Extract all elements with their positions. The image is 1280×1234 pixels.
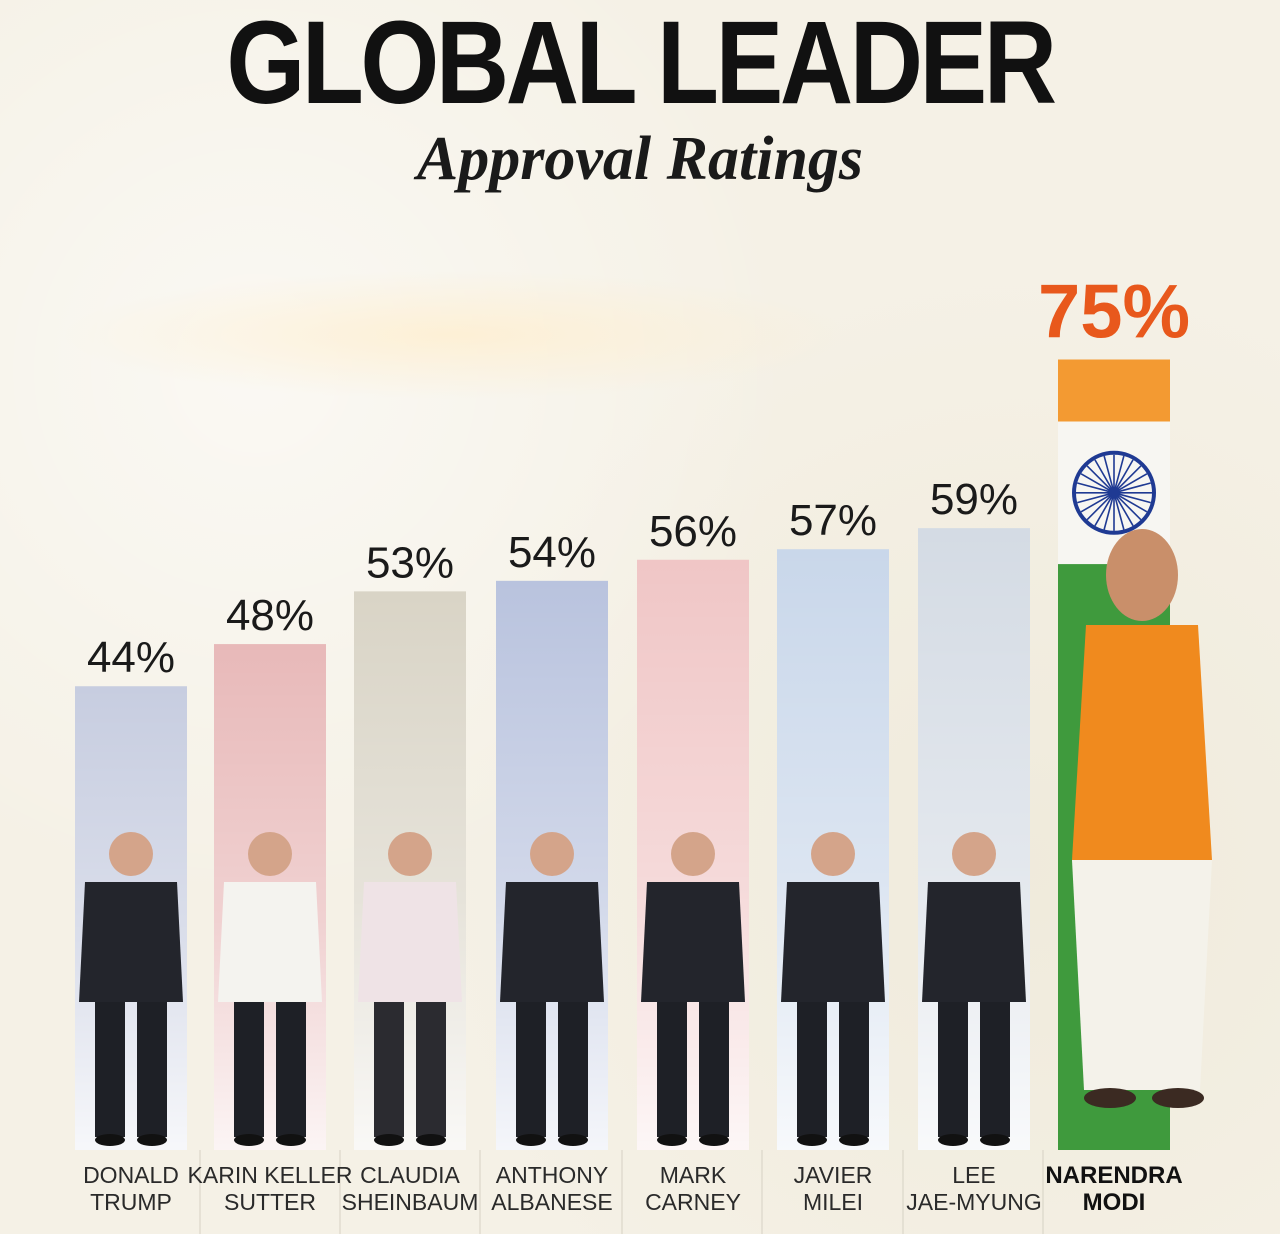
value-label: 54% [508, 528, 596, 577]
value-label: 59% [930, 475, 1018, 524]
value-label: 56% [649, 507, 737, 556]
value-label: 48% [226, 591, 314, 640]
category-label-line: MILEI [803, 1189, 863, 1215]
leader-figure [781, 832, 885, 1146]
category-label-line: CLAUDIA [360, 1162, 460, 1188]
category-label-line: KARIN KELLER [188, 1162, 353, 1188]
category-label-line: LEE [952, 1162, 995, 1188]
category-label-line: DONALD [83, 1162, 179, 1188]
category-label-line: TRUMP [90, 1189, 172, 1215]
category-label-line: MODI [1083, 1189, 1146, 1216]
value-label: 75% [1038, 270, 1190, 355]
value-label: 44% [87, 633, 175, 682]
leader-figure [79, 832, 183, 1146]
category-label-line: CARNEY [645, 1189, 741, 1215]
leader-figure [641, 832, 745, 1146]
category-label-line: NARENDRA [1045, 1162, 1182, 1189]
page-subtitle: Approval Ratings [416, 125, 864, 193]
leader-figure [922, 832, 1026, 1146]
value-label: 57% [789, 496, 877, 545]
leader-figure [500, 832, 604, 1146]
category-label-line: SUTTER [224, 1189, 316, 1215]
category-label-line: JAVIER [794, 1162, 873, 1188]
bar [1058, 359, 1170, 422]
category-label-line: MARK [660, 1162, 727, 1188]
chakra-icon [1072, 450, 1156, 535]
leader-figure [218, 832, 322, 1146]
leader-figure [358, 832, 462, 1146]
value-label: 53% [366, 538, 454, 587]
background-haze [60, 270, 850, 400]
category-label-line: ALBANESE [491, 1189, 612, 1215]
leader-figure [1072, 529, 1212, 1108]
category-label-line: ANTHONY [496, 1162, 608, 1188]
bar-group [496, 580, 608, 1150]
page-title: GLOBAL LEADER [226, 0, 1057, 129]
category-label-line: SHEINBAUM [342, 1189, 479, 1215]
category-label-line: JAE-MYUNG [906, 1189, 1041, 1215]
